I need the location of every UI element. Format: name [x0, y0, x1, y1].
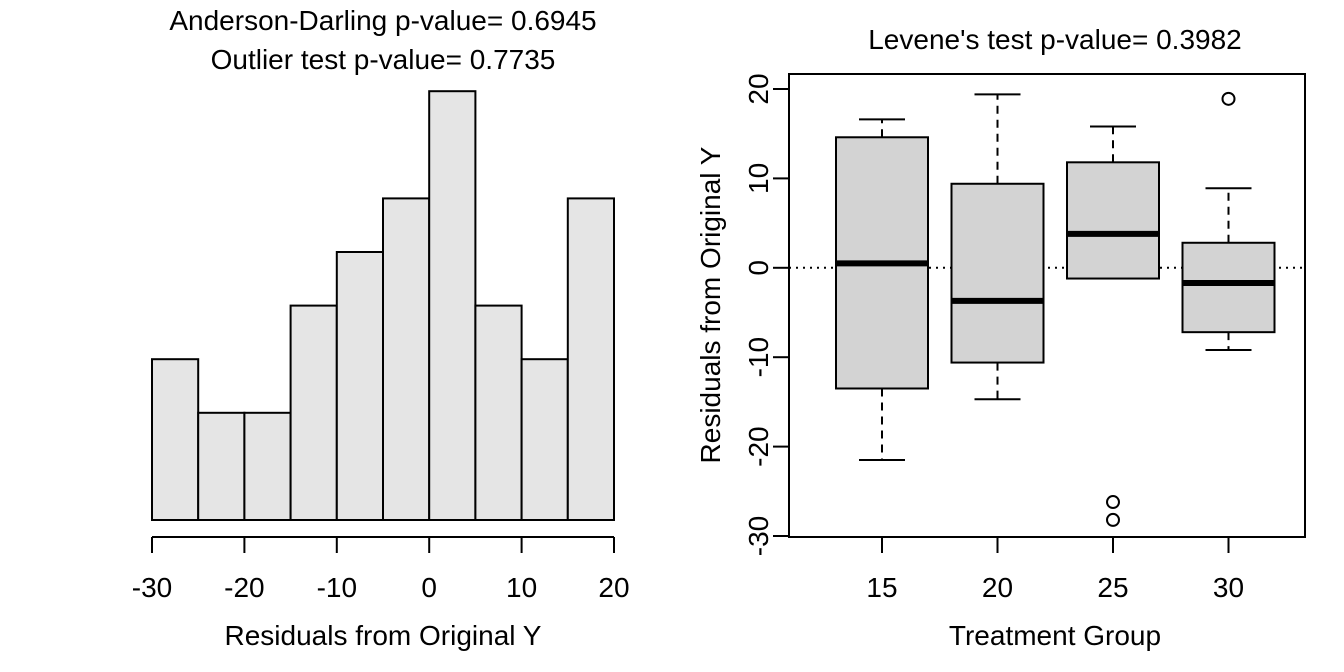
boxplot-x-label: Treatment Group	[949, 620, 1161, 651]
histogram-bar	[289, 304, 338, 521]
histogram-x-axis: -30 -20 -10 0 10 20	[132, 536, 630, 603]
box-iqr	[950, 182, 1045, 364]
histogram-x-tick-label: -30	[132, 572, 172, 603]
histogram-bar	[566, 197, 615, 521]
boxplot-panel: Levene's test p-value= 0.3982 -30 -20 -10 0…	[695, 24, 1306, 651]
boxplot-x-tick-label: 15	[866, 572, 897, 603]
boxplot-y-tick-label: 0	[743, 260, 774, 276]
boxplot-x-tick-label: 25	[1097, 572, 1128, 603]
boxplot-groups	[835, 91, 1276, 527]
box-iqr	[1066, 161, 1160, 280]
box-iqr	[1181, 241, 1276, 334]
boxplot-y-axis: -30 -20 -10 0 10 20	[743, 73, 790, 556]
histogram-bar	[197, 411, 246, 521]
boxplot-y-tick-label: 10	[743, 163, 774, 194]
histogram-bar	[382, 197, 431, 521]
histogram-bar	[151, 358, 200, 522]
boxplot-title: Levene's test p-value= 0.3982	[868, 24, 1242, 55]
histogram-title-line-1: Anderson-Darling p-value= 0.6945	[169, 5, 596, 36]
boxplot-group-30	[1181, 91, 1276, 352]
boxplot-group-20	[950, 93, 1045, 401]
boxplot-y-tick-label: 20	[743, 73, 774, 104]
boxplot-group-15	[835, 118, 929, 462]
boxplot-y-label: Residuals from Original Y	[695, 146, 726, 463]
outlier-point	[1106, 495, 1120, 510]
boxplot-y-tick-label: -10	[743, 337, 774, 377]
histogram-bar	[335, 251, 384, 521]
histogram-bar	[474, 304, 523, 521]
histogram-x-tick-label: -20	[224, 572, 264, 603]
histogram-title-line-2: Outlier test p-value= 0.7735	[211, 44, 556, 75]
histogram-bar	[520, 358, 569, 522]
histogram-x-tick-label: 20	[598, 572, 629, 603]
boxplot-x-tick-label: 20	[982, 572, 1013, 603]
outlier-point	[1221, 91, 1236, 106]
histogram-bar	[243, 411, 292, 521]
histogram-x-tick-label: -10	[317, 572, 357, 603]
histogram-x-tick-label: 10	[506, 572, 537, 603]
boxplot-y-tick-label: -20	[743, 426, 774, 466]
boxplot-group-25	[1066, 125, 1160, 527]
histogram-bars	[151, 90, 615, 522]
outlier-point	[1106, 512, 1120, 527]
boxplot-x-axis: 15 20 25 30	[866, 536, 1244, 603]
histogram-bar	[428, 90, 477, 521]
boxplot-x-tick-label: 30	[1213, 572, 1244, 603]
histogram-panel: Anderson-Darling p-value= 0.6945 Outlier…	[132, 5, 630, 651]
histogram-x-label: Residuals from Original Y	[225, 620, 542, 651]
histogram-x-tick-label: 0	[421, 572, 437, 603]
boxplot-y-tick-label: -30	[743, 516, 774, 556]
